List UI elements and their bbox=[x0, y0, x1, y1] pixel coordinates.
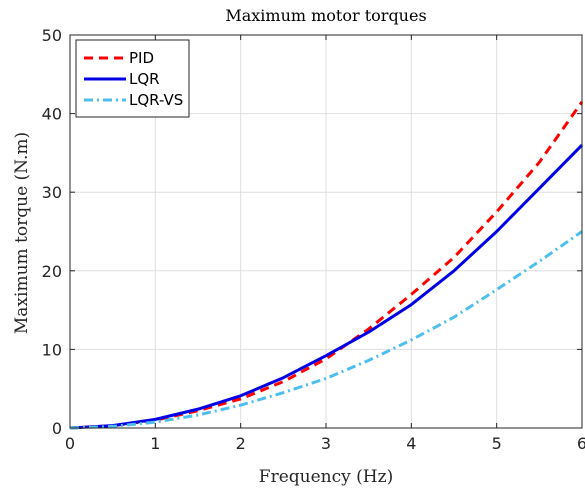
y-tick-label: 30 bbox=[42, 183, 62, 202]
y-tick-label: 20 bbox=[42, 262, 62, 281]
axis-ticks: 0 1 2 3 4 5 6 0 10 20 30 40 50 bbox=[42, 26, 585, 453]
x-tick-label: 3 bbox=[321, 434, 331, 453]
y-tick-label: 0 bbox=[52, 419, 62, 438]
x-axis-label: Frequency (Hz) bbox=[259, 467, 393, 487]
chart-title: Maximum motor torques bbox=[225, 6, 426, 25]
legend: PID LQR LQR-VS bbox=[75, 39, 190, 118]
y-tick-label: 50 bbox=[42, 26, 62, 45]
legend-label-lqr-vs: LQR-VS bbox=[129, 91, 183, 109]
x-tick-label: 2 bbox=[236, 434, 246, 453]
x-tick-label: 1 bbox=[150, 434, 160, 453]
y-axis-label: Maximum torque (N.m) bbox=[12, 132, 32, 334]
y-tick-label: 10 bbox=[42, 340, 62, 359]
x-tick-label: 4 bbox=[406, 434, 416, 453]
x-tick-label: 5 bbox=[492, 434, 502, 453]
series-line-lqr bbox=[69, 143, 584, 430]
y-tick-label: 40 bbox=[42, 105, 62, 124]
legend-label-lqr: LQR bbox=[129, 70, 160, 88]
x-tick-label: 0 bbox=[65, 434, 75, 453]
legend-label-pid: PID bbox=[129, 49, 154, 67]
x-tick-label: 6 bbox=[577, 434, 585, 453]
series-lines bbox=[69, 100, 584, 430]
